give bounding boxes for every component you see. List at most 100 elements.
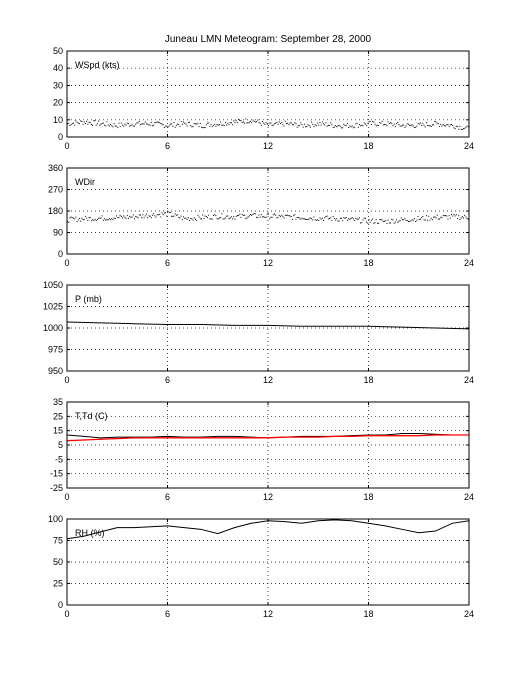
data-point (436, 122, 438, 124)
data-point (465, 126, 467, 128)
x-tick-label: 12 (263, 375, 273, 385)
data-point (240, 120, 242, 122)
data-point (264, 216, 266, 218)
data-point (154, 215, 156, 217)
data-point (68, 122, 70, 124)
data-point (246, 217, 248, 219)
data-point (192, 219, 194, 221)
data-point (319, 217, 321, 219)
data-point (93, 219, 95, 221)
data-point (375, 125, 377, 127)
data-point (195, 123, 197, 125)
y-tick-label: 25 (53, 579, 63, 589)
data-point (306, 218, 308, 220)
data-point (181, 123, 183, 125)
data-point (348, 218, 350, 220)
data-point (148, 215, 150, 217)
data-point (435, 217, 437, 219)
data-point (252, 119, 254, 121)
data-point (464, 127, 466, 129)
data-point (399, 219, 401, 221)
data-point (343, 123, 345, 125)
data-point (307, 124, 309, 126)
data-point (343, 217, 345, 219)
data-point (130, 125, 132, 127)
data-point (422, 122, 424, 124)
data-point (407, 220, 409, 222)
data-point (215, 125, 217, 127)
data-point (147, 123, 149, 125)
data-point (318, 124, 320, 126)
data-point (185, 217, 187, 219)
data-point (76, 221, 78, 223)
data-point (250, 214, 252, 216)
data-point (101, 123, 103, 125)
data-point (93, 120, 95, 122)
data-point (236, 122, 238, 124)
data-point (457, 126, 459, 128)
data-point (346, 219, 348, 221)
data-point (463, 217, 465, 219)
data-point (226, 215, 228, 217)
data-point (154, 122, 156, 124)
data-point (418, 218, 420, 220)
data-point (284, 214, 286, 216)
data-point (253, 120, 255, 122)
data-point (230, 216, 232, 218)
data-point (83, 219, 85, 221)
data-point (102, 122, 104, 124)
data-point (178, 124, 180, 126)
data-point (363, 217, 365, 219)
data-point (429, 125, 431, 127)
data-point (181, 219, 183, 221)
data-point (434, 120, 436, 122)
data-point (189, 219, 191, 221)
data-point (338, 124, 340, 126)
data-point (142, 123, 144, 125)
data-point (209, 125, 211, 127)
data-point (361, 124, 363, 126)
x-tick-label: 12 (263, 258, 273, 268)
data-point (75, 120, 77, 122)
y-tick-label: 1050 (43, 280, 63, 290)
data-point (124, 216, 126, 218)
y-tick-label: -25 (50, 483, 63, 493)
data-point (421, 217, 423, 219)
panel-label: T,Td (C) (75, 411, 108, 421)
data-point (90, 220, 92, 222)
data-point (451, 124, 453, 126)
data-point (205, 124, 207, 126)
data-point (104, 124, 106, 126)
data-point (409, 220, 411, 222)
data-point (144, 121, 146, 123)
data-point (303, 123, 305, 125)
data-point (82, 218, 84, 220)
data-point (105, 125, 107, 127)
data-point (373, 121, 375, 123)
data-point (77, 122, 79, 124)
panel-label: P (mb) (75, 294, 102, 304)
data-point (107, 124, 109, 126)
data-point (204, 215, 206, 217)
data-point (445, 215, 447, 217)
data-point (159, 213, 161, 215)
data-point (92, 124, 94, 126)
data-point (118, 122, 120, 124)
data-point (416, 219, 418, 221)
data-point (466, 217, 468, 219)
data-point (351, 217, 353, 219)
data-point (174, 126, 176, 128)
data-point (357, 218, 359, 220)
data-point (180, 121, 182, 123)
data-point (386, 125, 388, 127)
data-point (90, 123, 92, 125)
data-point (297, 217, 299, 219)
data-point (191, 218, 193, 220)
data-point (319, 122, 321, 124)
data-point (197, 122, 199, 124)
data-point (427, 219, 429, 221)
data-point (463, 128, 465, 130)
data-point (230, 122, 232, 124)
data-point (254, 121, 256, 123)
